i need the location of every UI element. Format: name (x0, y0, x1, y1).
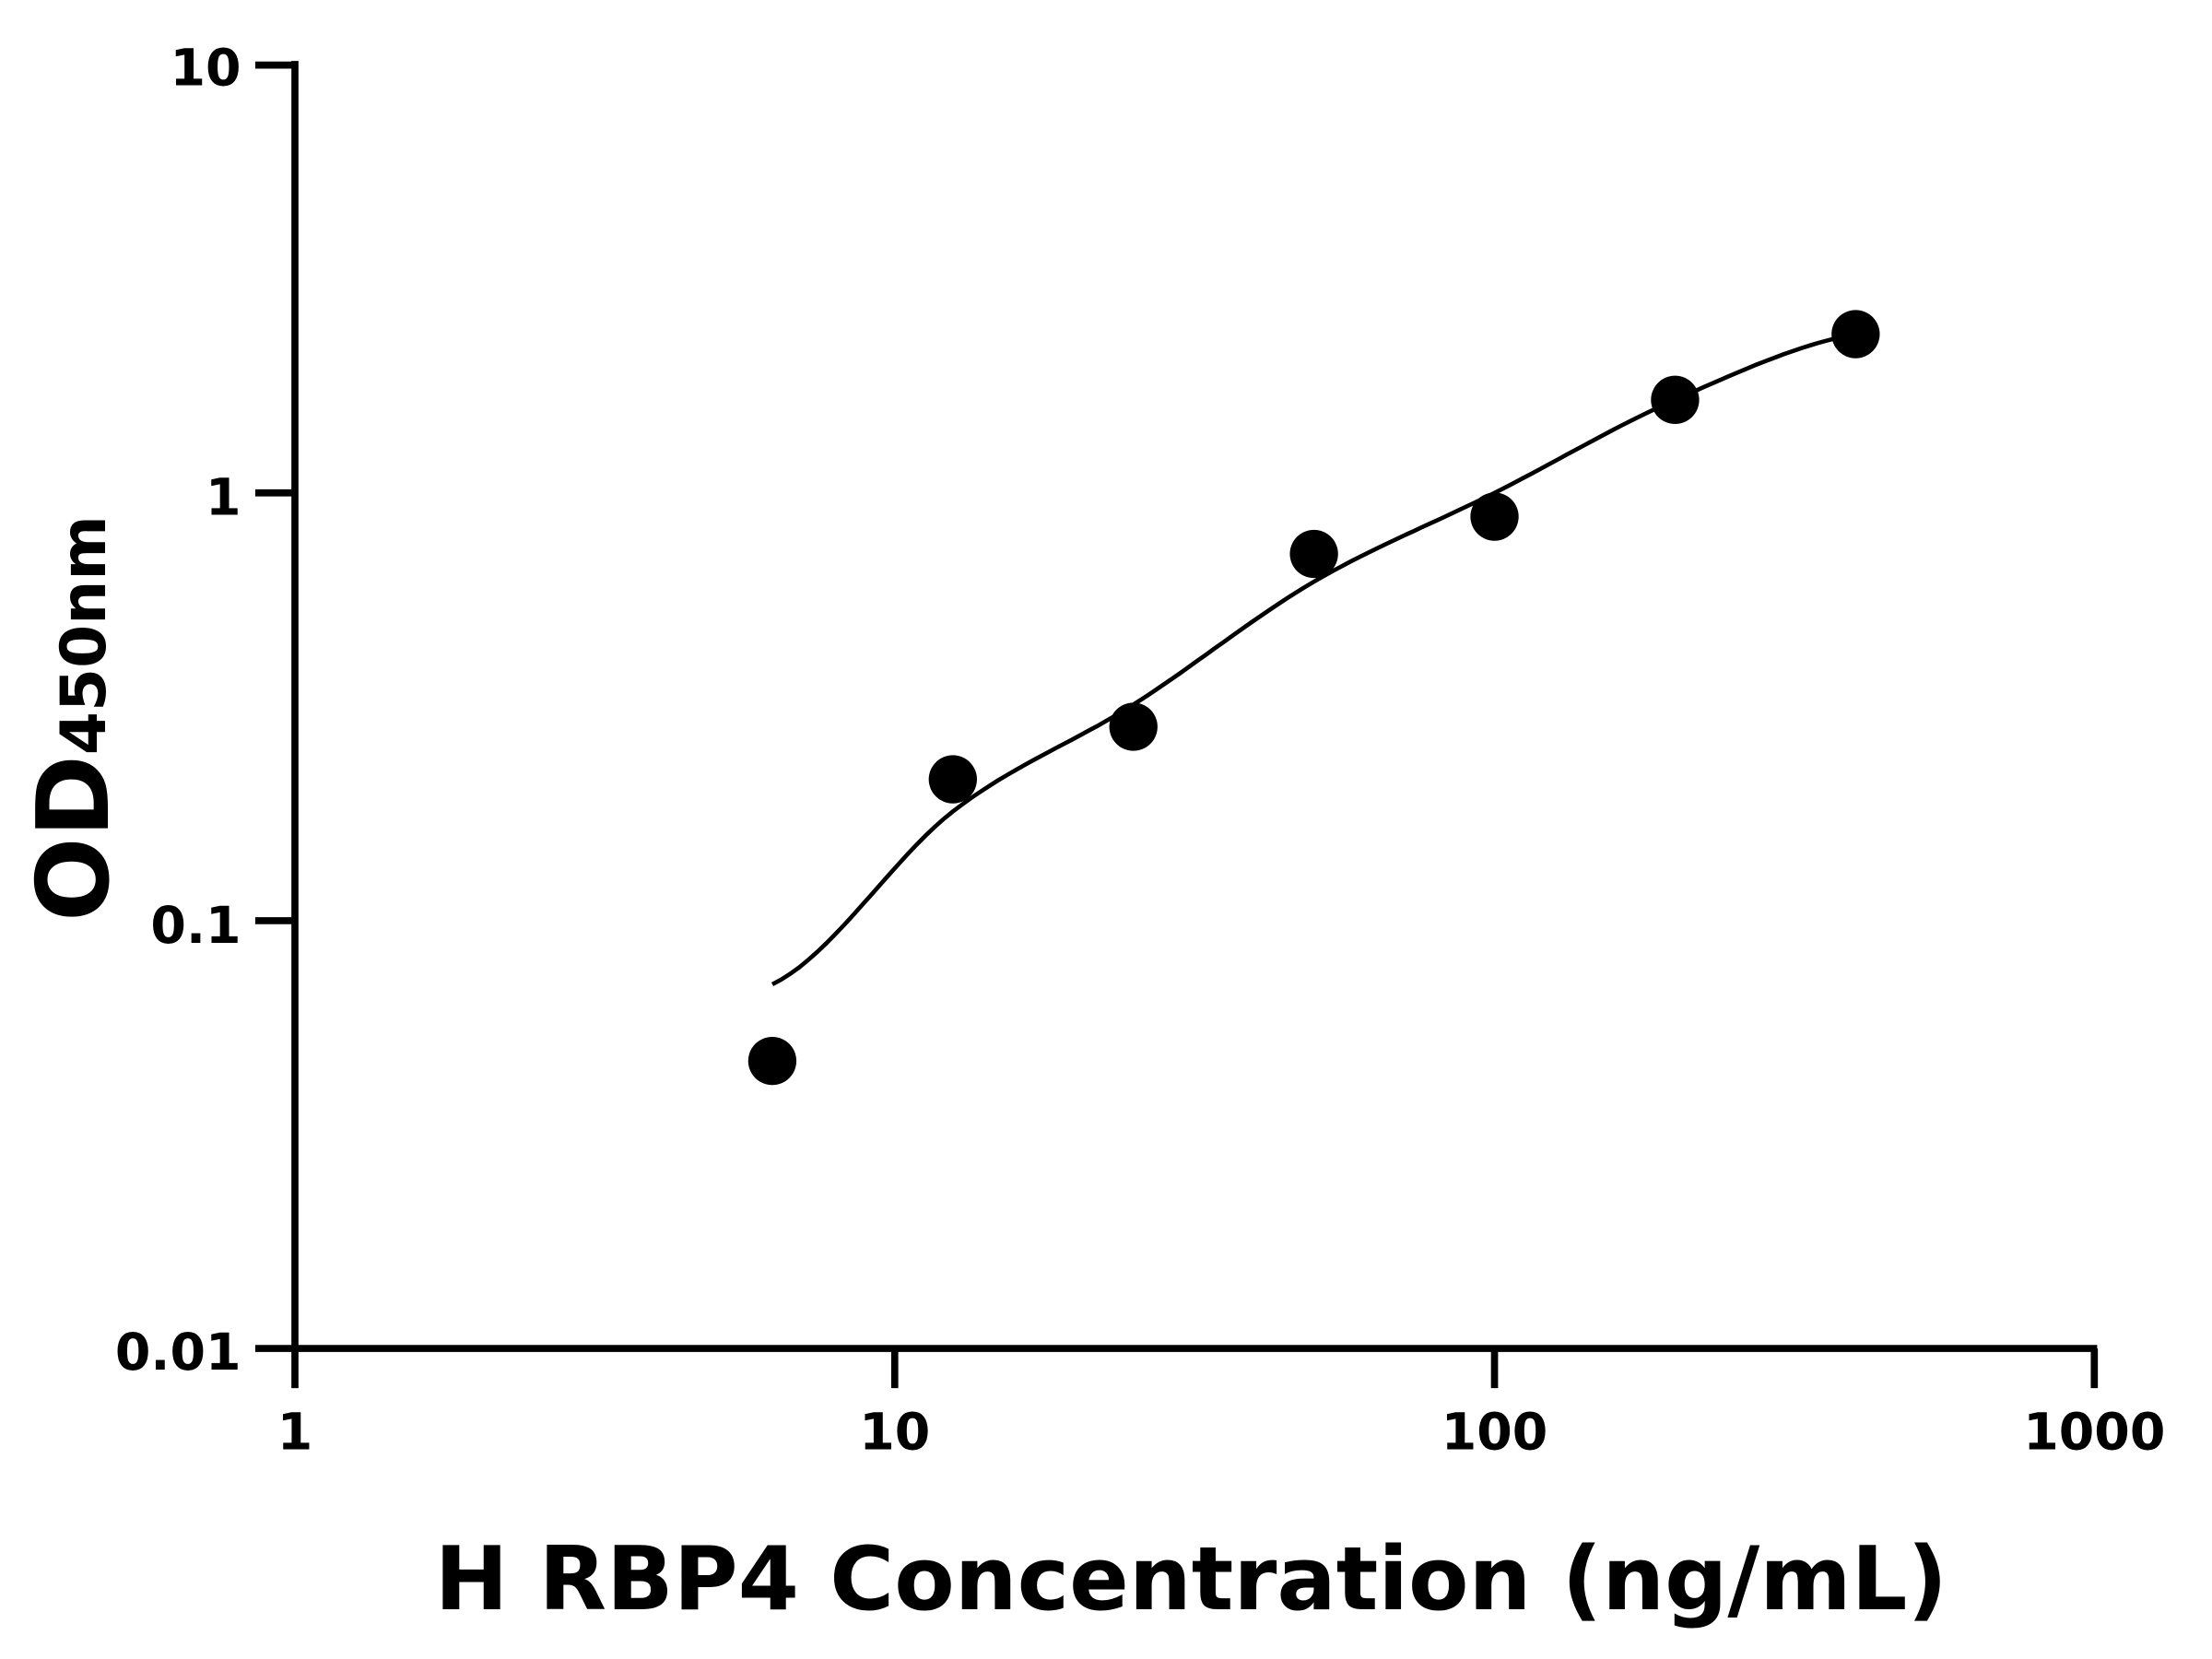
tick-labels: 1 10 100 1000 0.01 0.1 1 10 (115, 39, 2165, 1462)
data-point (1289, 529, 1338, 579)
fit-curve-group (771, 332, 1856, 987)
data-point (928, 755, 977, 804)
data-point (1651, 375, 1700, 424)
fit-curve (771, 332, 1856, 987)
data-point (1831, 310, 1880, 359)
y-tick-label: 0.01 (115, 1324, 241, 1382)
data-point (1109, 702, 1158, 751)
y-axis-title-main: OD (17, 755, 132, 922)
y-axis-title-sub: 450nm (47, 515, 120, 755)
x-tick-label: 10 (859, 1403, 930, 1462)
data-point (1470, 492, 1519, 541)
y-tick-label: 0.1 (150, 897, 241, 956)
x-tick-label: 1000 (2023, 1403, 2165, 1462)
y-axis-title: OD450nm (17, 515, 132, 922)
ticks (254, 61, 2099, 1389)
y-tick-label: 1 (206, 468, 241, 527)
data-points (747, 310, 1880, 1086)
data-point (747, 1036, 797, 1086)
axes (291, 61, 2098, 1352)
y-tick-label: 10 (170, 39, 241, 98)
x-tick-label: 100 (1441, 1403, 1548, 1462)
x-tick-label: 1 (277, 1403, 313, 1462)
x-axis-title: H RBP4 Concentration (ng/mL) (435, 1528, 1947, 1630)
